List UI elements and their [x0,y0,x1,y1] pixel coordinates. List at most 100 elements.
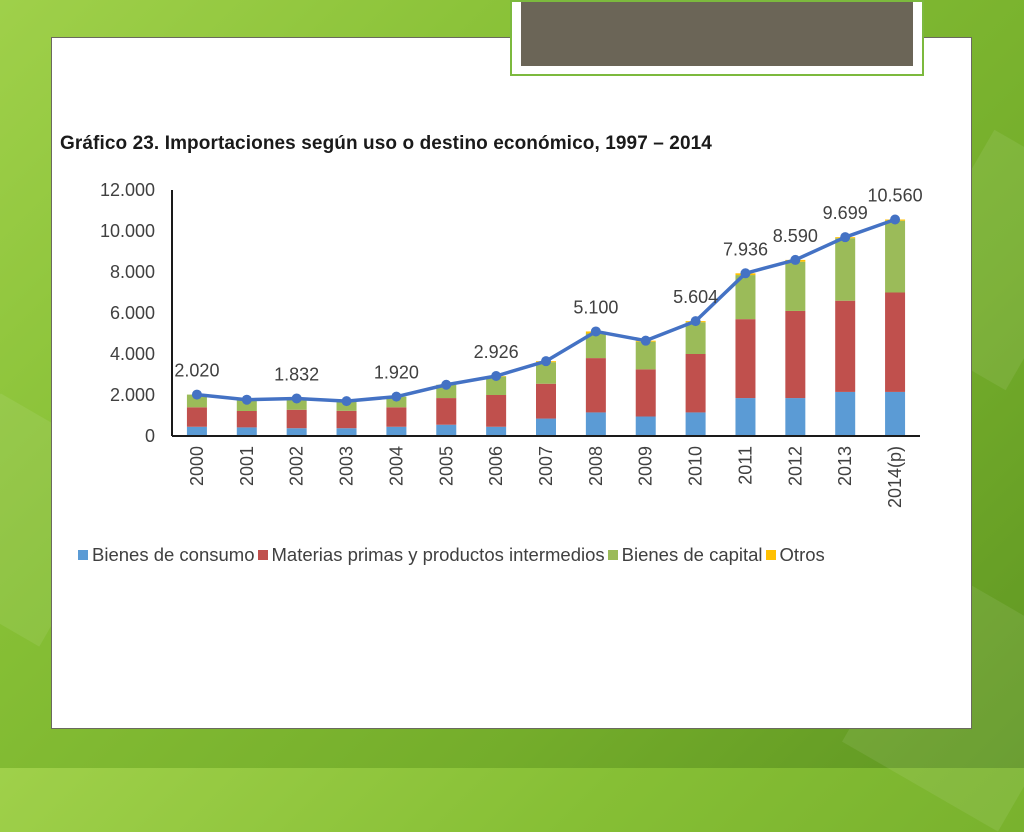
legend-swatch [766,550,776,560]
x-tick-label: 2007 [536,446,556,486]
legend-item: Bienes de consumo [78,544,255,566]
total-line-point [890,215,900,225]
bar-segment [636,342,656,370]
x-tick-label: 2012 [785,446,805,486]
bar-segment [885,392,905,436]
bar-segment [586,412,606,436]
total-line-point [541,356,551,366]
bar-segment [835,301,855,392]
bar-segment [636,417,656,436]
bar-segment [835,238,855,301]
legend-label: Otros [780,544,825,566]
bar-segment [436,425,456,436]
legend-label: Bienes de capital [622,544,763,566]
total-line-point [591,326,601,336]
y-tick-label: 4.000 [110,344,155,364]
y-tick-label: 6.000 [110,303,155,323]
legend-label: Bienes de consumo [92,544,255,566]
bar-segment [735,398,755,436]
data-label: 5.100 [573,297,618,317]
data-label: 1.920 [374,363,419,383]
x-tick-label: 2002 [287,446,307,486]
x-tick-label: 2011 [735,446,755,485]
legend-swatch [608,550,618,560]
bar-segment [386,407,406,426]
y-tick-label: 2.000 [110,385,155,405]
y-tick-label: 10.000 [100,221,155,241]
bar-segment [835,392,855,436]
legend-item: Otros [766,544,825,566]
data-label: 5.604 [673,287,718,307]
total-line-point [391,392,401,402]
y-axis-ticks: 0 2.000 4.000 6.000 8.000 10.000 12.000 [100,180,155,446]
x-tick-label: 2014(p) [885,446,905,508]
total-line-point [292,393,302,403]
bar-segment [885,293,905,392]
total-line-point [342,396,352,406]
bar-segment [287,410,307,428]
bar-segment [187,427,207,436]
bar-segment [785,262,805,311]
bar-segment [785,398,805,436]
data-label: 2.926 [474,342,519,362]
legend-label: Materias primas y productos intermedios [272,544,605,566]
total-line-point [641,336,651,346]
bar-segment [686,354,706,412]
bar-segment [586,358,606,412]
data-label: 2.020 [174,361,219,381]
x-tick-label: 2004 [386,446,406,486]
bar-segment [337,428,357,436]
bar-segment [536,384,556,419]
data-label: 10.560 [868,186,923,206]
total-line-point [840,232,850,242]
data-label: 9.699 [823,203,868,223]
total-line-point [740,268,750,278]
total-line-point [691,316,701,326]
legend-item: Materias primas y productos intermedios [258,544,605,566]
bar-segment [337,411,357,428]
total-line-point [192,390,202,400]
bar-segment [686,412,706,436]
bar-segment [187,407,207,426]
bar-segment [785,311,805,398]
bar-segment [386,427,406,436]
y-tick-label: 12.000 [100,180,155,200]
legend-swatch [258,550,268,560]
y-tick-label: 8.000 [110,262,155,282]
bar-segment [885,221,905,293]
data-labels: 2.020 1.832 1.920 2.926 5.100 5.604 7.9368.590… [174,186,922,385]
data-label: 7.936 [723,239,768,259]
x-tick-label: 2013 [835,446,855,486]
x-tick-label: 2000 [187,446,207,486]
bar-segment [237,427,257,436]
bar-segment [287,428,307,436]
bar-segment [735,319,755,398]
legend-item: Bienes de capital [608,544,763,566]
bar-segment [686,322,706,354]
chart: 0 2.000 4.000 6.000 8.000 10.000 12.000 2.020 1… [0,0,1024,768]
x-tick-label: 2003 [337,446,357,486]
total-line-point [242,395,252,405]
x-tick-label: 2001 [237,446,257,486]
total-line-point [441,380,451,390]
bar-segment [536,419,556,436]
total-line-point [491,371,501,381]
total-line-point [790,255,800,265]
bar-segment [436,398,456,425]
data-label: 1.832 [274,364,319,384]
data-label: 8.590 [773,226,818,246]
x-tick-label: 2010 [686,446,706,486]
x-tick-label: 2008 [586,446,606,486]
y-tick-label: 0 [145,426,155,446]
legend-swatch [78,550,88,560]
bar-segment [486,427,506,436]
x-tick-label: 2006 [486,446,506,486]
bars [187,220,905,436]
x-tick-label: 2009 [636,446,656,486]
bar-segment [486,395,506,427]
bar-segment [636,369,656,416]
x-tick-label: 2005 [436,446,456,486]
x-axis-ticks: 2000 2001 2002 2003 2004 2005 2006 2007 2008 2009… [187,446,905,508]
legend: Bienes de consumo Materias primas y produ… [78,543,958,566]
bar-segment [237,411,257,427]
